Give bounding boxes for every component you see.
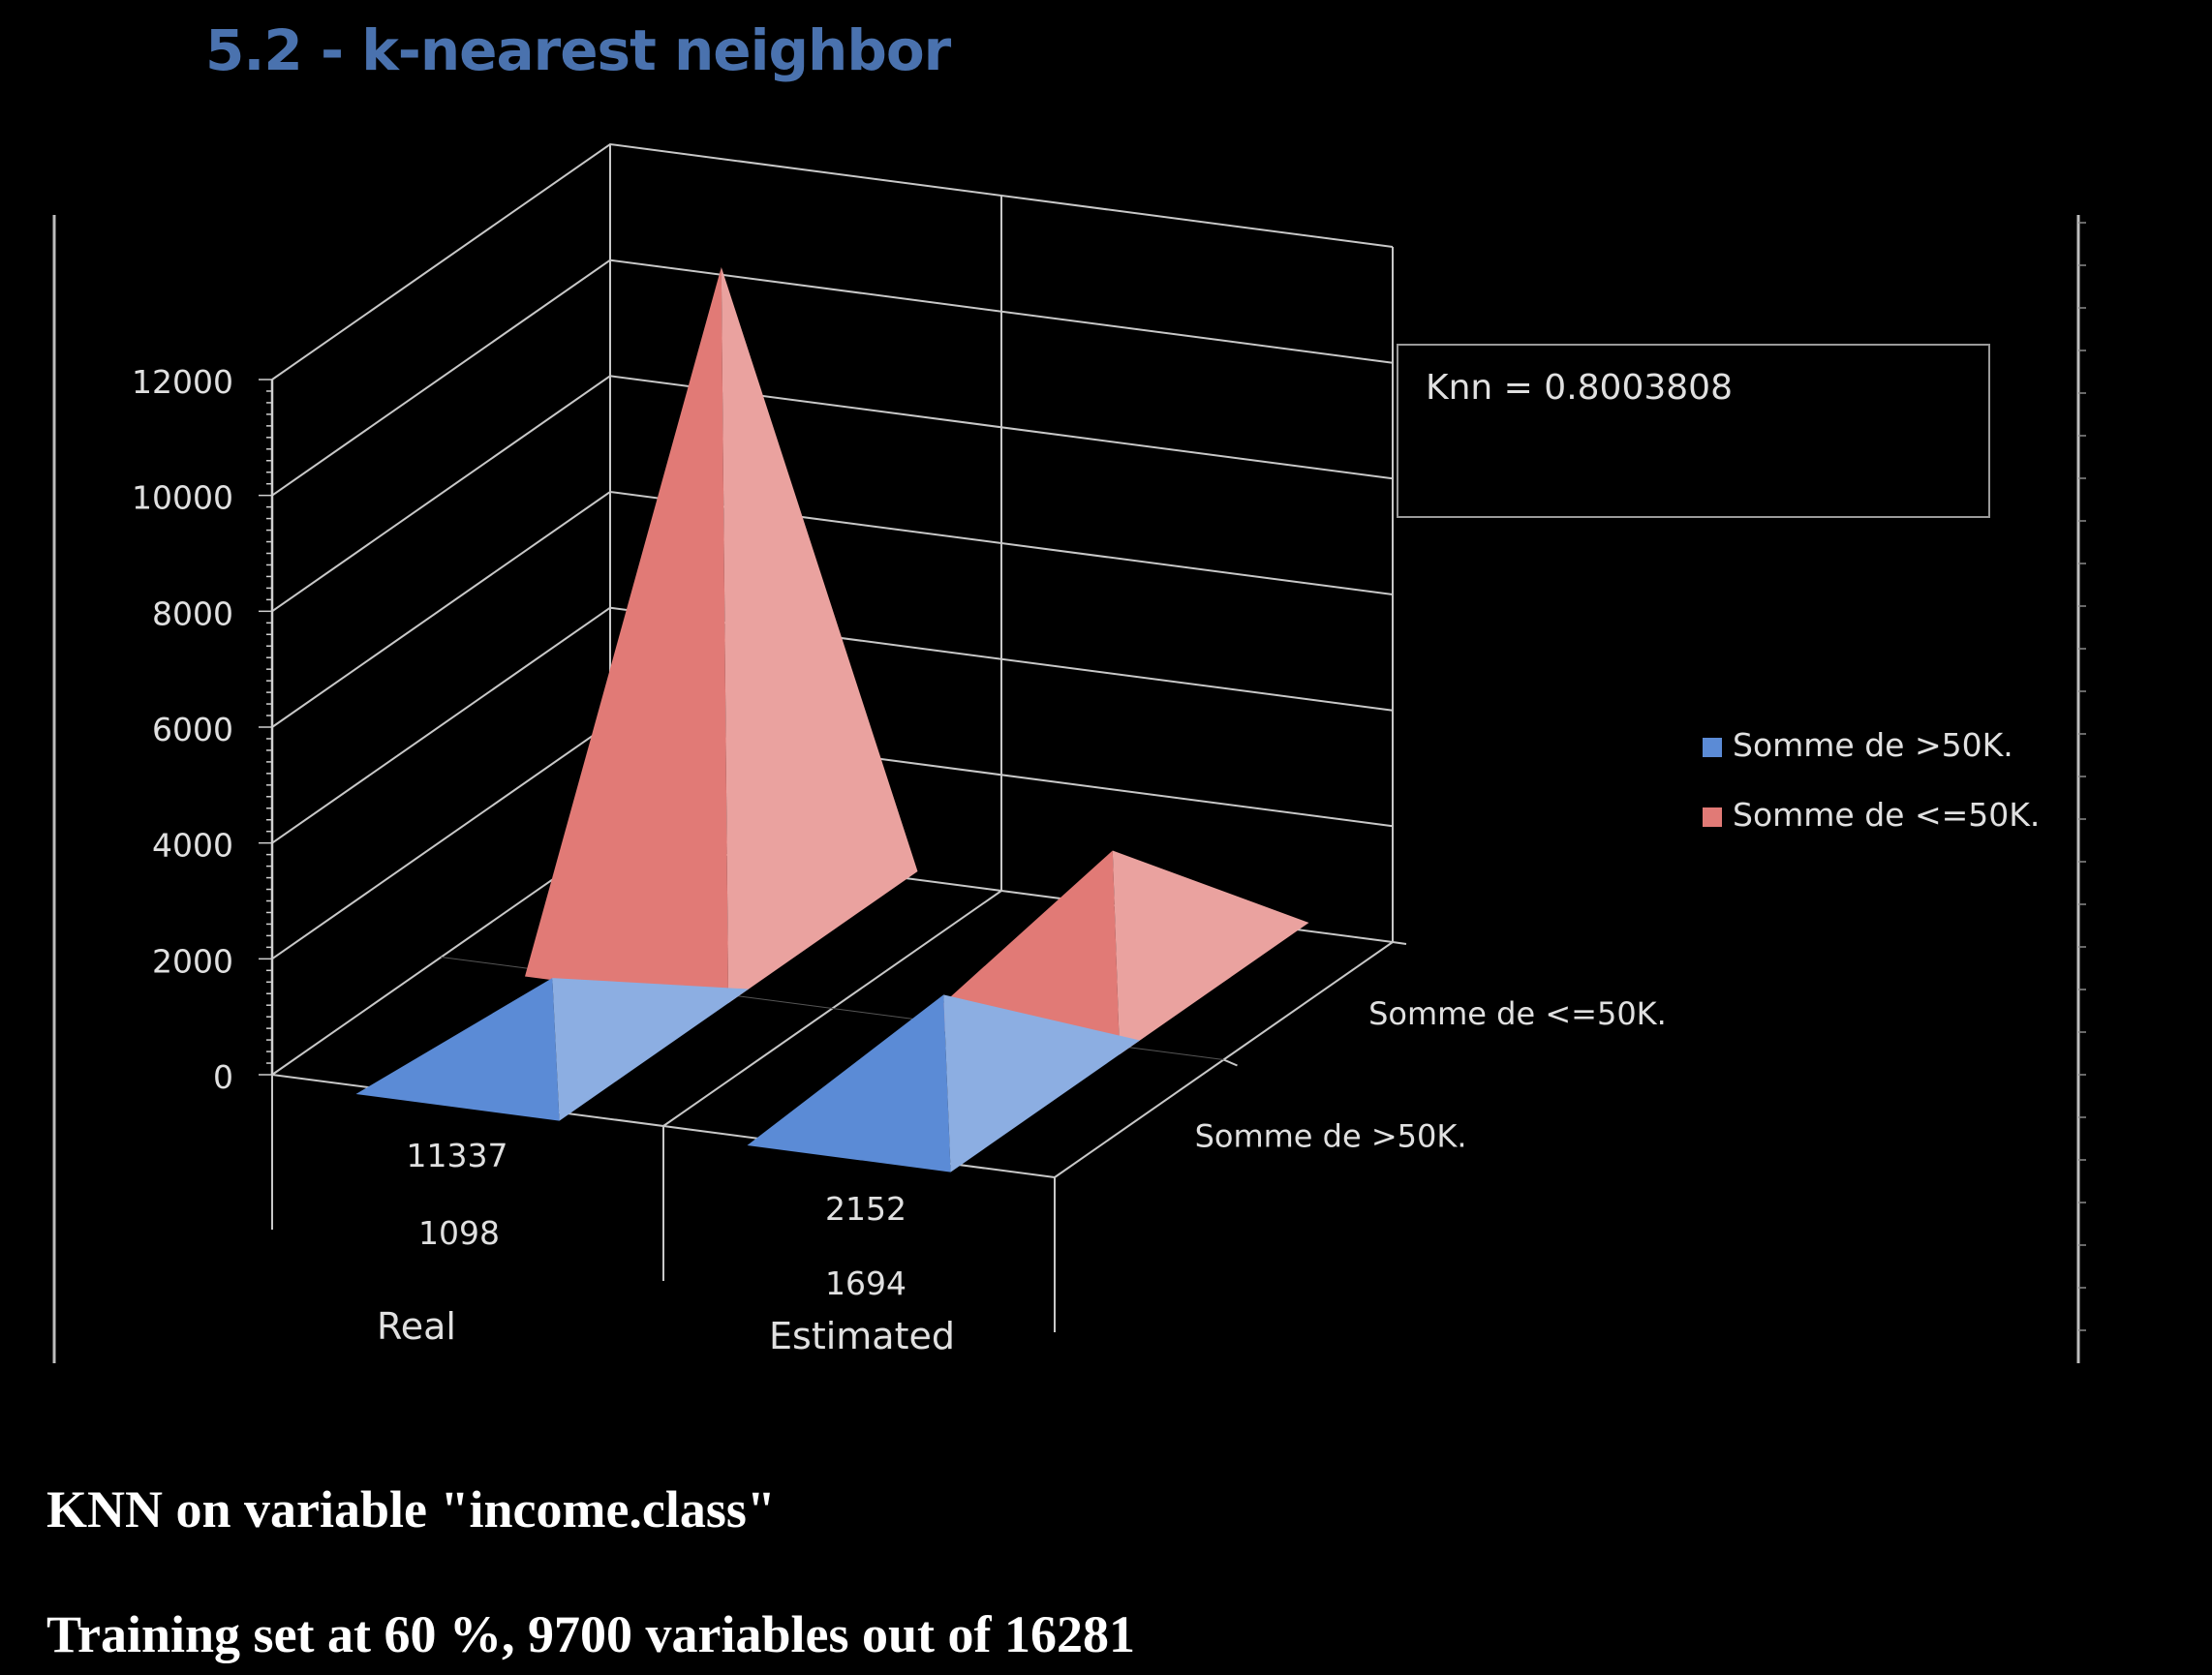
caption-variable: KNN on variable "income.class" (46, 1480, 776, 1538)
legend-label: Somme de <=50K. (1733, 796, 2040, 834)
gridline (271, 259, 1394, 497)
pyramid-real-series0-front-face (355, 978, 560, 1121)
pyramid-real-series1-side-face (721, 266, 918, 1004)
page-title: 5.2 - k-nearest neighbor (205, 17, 951, 83)
gridline (271, 142, 1394, 381)
data-label: 2152 (825, 1190, 906, 1228)
pyramid-estimated-series0-side-face (943, 994, 1140, 1172)
depth-label: Somme de <=50K. (1368, 995, 1667, 1032)
pyramid-real-series1-front-face (525, 266, 729, 1004)
y-tick-label: 12000 (132, 363, 233, 401)
legend-label: Somme de >50K. (1733, 726, 2013, 764)
category-label-real: Real (377, 1305, 456, 1348)
depth-axis-tick (1223, 1058, 1238, 1067)
gridline (271, 375, 1394, 613)
y-tick-label: 10000 (132, 479, 233, 517)
caption-training-set: Training set at 60 %, 9700 variables out… (46, 1605, 1135, 1663)
depth-axis-tick (1392, 941, 1407, 945)
data-label: 1098 (418, 1214, 500, 1252)
pyramid-estimated-series1-side-face (1112, 850, 1309, 1055)
data-label: 1694 (825, 1264, 906, 1302)
legend-swatch (1703, 807, 1722, 827)
y-tick-label: 8000 (152, 594, 233, 632)
annotation-box (1397, 344, 1990, 518)
annotation-knn-score: Knn = 0.8003808 (1426, 368, 1733, 408)
y-tick-label: 2000 (152, 942, 233, 980)
data-label: 11337 (407, 1137, 508, 1174)
category-label-estimated: Estimated (769, 1315, 955, 1357)
depth-label: Somme de >50K. (1195, 1117, 1467, 1154)
pyramid-estimated-series0-front-face (747, 994, 951, 1172)
knn-3d-pyramid-chart: 0 2000 4000 6000 8000 10000 12000 Somme de <=50… (52, 142, 2086, 1363)
pyramid-real-series0-side-face (552, 978, 749, 1121)
y-tick-label: 4000 (152, 827, 233, 865)
y-tick-label: 6000 (152, 711, 233, 748)
legend-swatch (1703, 738, 1722, 757)
y-tick-label: 0 (213, 1058, 233, 1096)
